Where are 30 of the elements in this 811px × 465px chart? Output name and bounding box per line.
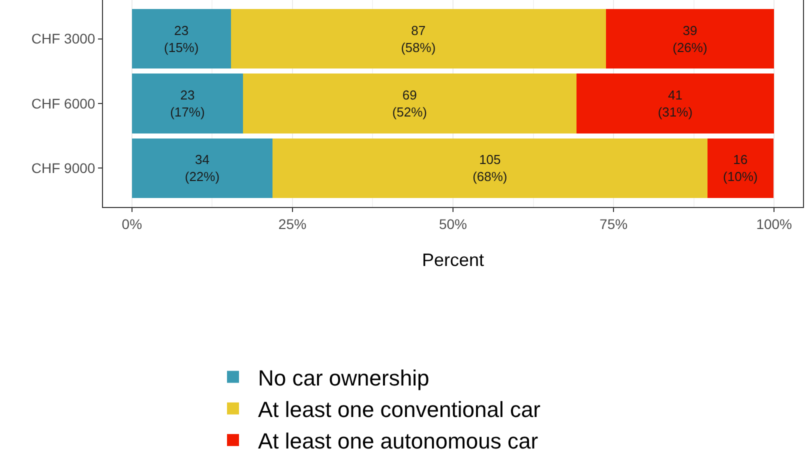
- legend-label: At least one autonomous car: [258, 428, 538, 454]
- data-label: 41 (31%): [658, 88, 693, 120]
- y-tick-label: CHF 3000: [31, 30, 96, 47]
- bar: [230, 9, 606, 69]
- bar: [132, 9, 231, 69]
- data-label: 87 (58%): [400, 22, 436, 55]
- data-label: 34 (22%): [184, 152, 220, 184]
- data-label: 16 (10%): [723, 152, 758, 184]
- data-label: 23 (15%): [164, 22, 199, 55]
- bar: [272, 138, 708, 198]
- bar: [132, 74, 243, 134]
- bar: [243, 74, 576, 134]
- y-tick-label: CHF 6000: [31, 95, 96, 112]
- x-axis-title: Percent: [422, 250, 484, 270]
- bar: [707, 138, 774, 198]
- x-tick-label: 0%: [122, 216, 142, 232]
- x-tick-label: 25%: [278, 216, 306, 232]
- x-tick-label: 50%: [438, 216, 468, 232]
- data-label: 39 (26%): [672, 22, 708, 55]
- data-label: 105 (68%): [472, 152, 508, 184]
- legend-label: No car ownership: [258, 365, 430, 390]
- x-tick-label: 75%: [600, 216, 628, 232]
- data-label: 69 (52%): [392, 88, 427, 120]
- bar: [576, 74, 774, 134]
- legend-label: At least one conventional car: [258, 397, 541, 422]
- bar: [132, 138, 273, 198]
- x-tick-label: 100%: [756, 216, 792, 232]
- y-tick-label: CHF 9000: [31, 160, 96, 176]
- bar: [606, 9, 774, 69]
- data-label: 23 (17%): [170, 88, 205, 120]
